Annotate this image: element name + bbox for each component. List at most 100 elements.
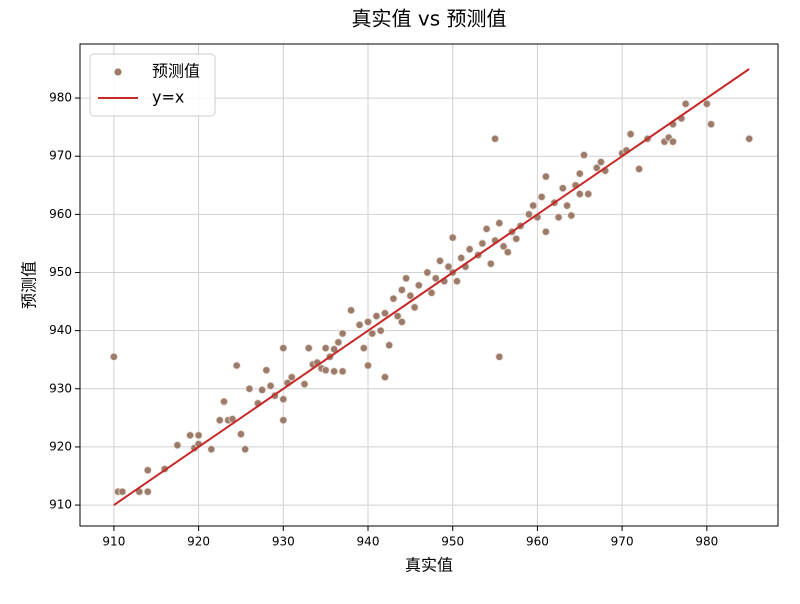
scatter-point	[380, 309, 389, 318]
scatter-point	[452, 277, 461, 286]
scatter-point	[241, 445, 250, 454]
scatter-point	[402, 274, 411, 283]
x-tick-label: 950	[441, 535, 464, 549]
scatter-point	[592, 163, 601, 172]
scatter-point	[393, 312, 402, 321]
scatter-point	[359, 344, 368, 353]
scatter-point	[457, 253, 466, 262]
scatter-point	[558, 184, 567, 193]
scatter-point	[279, 344, 288, 353]
legend-label: 预测值	[152, 62, 200, 81]
scatter-point	[495, 352, 504, 361]
scatter-point	[681, 99, 690, 108]
scatter-point	[406, 291, 415, 300]
scatter-point	[215, 416, 224, 425]
scatter-point	[626, 130, 635, 139]
y-tick-label: 980	[49, 91, 72, 105]
scatter-point	[220, 397, 229, 406]
scatter-point	[482, 224, 491, 233]
scatter-point	[330, 367, 339, 376]
legend-label: y=x	[152, 88, 184, 107]
y-tick-label: 950	[49, 265, 72, 279]
x-tick-label: 910	[102, 535, 125, 549]
scatter-point	[495, 219, 504, 228]
scatter-point	[287, 373, 296, 382]
scatter-point	[300, 380, 309, 389]
scatter-point	[486, 259, 495, 268]
scatter-point	[431, 274, 440, 283]
plot-frame	[79, 43, 779, 527]
x-tick-label: 940	[357, 535, 380, 549]
y-tick-label: 920	[49, 439, 72, 453]
scatter-point	[376, 326, 385, 335]
scatter-point	[232, 361, 241, 370]
scatter-point	[635, 165, 644, 174]
scatter-point	[385, 341, 394, 350]
scatter-point	[668, 137, 677, 146]
legend-marker	[114, 68, 122, 76]
x-tick-label: 930	[272, 535, 295, 549]
scatter-point	[143, 466, 152, 475]
legend-box	[89, 53, 216, 117]
scatter-point	[397, 317, 406, 326]
scatter-point	[258, 385, 267, 394]
scatter-point	[410, 303, 419, 312]
scatter-point	[364, 361, 373, 370]
scatter-point	[266, 381, 275, 390]
scatter-point	[321, 344, 330, 353]
x-axis-label: 真实值	[405, 556, 453, 575]
scatter-point	[491, 134, 500, 143]
scatter-point	[304, 344, 313, 353]
scatter-point	[575, 190, 584, 199]
x-tick-label: 980	[695, 535, 718, 549]
scatter-point	[355, 320, 364, 329]
scatter-point	[512, 234, 521, 243]
scatter-point	[499, 242, 508, 251]
scatter-point	[380, 373, 389, 382]
scatter-point	[436, 256, 445, 265]
scatter-point	[707, 120, 716, 129]
scatter-point	[444, 262, 453, 271]
scatter-point	[334, 338, 343, 347]
scatter-point	[186, 431, 195, 440]
y-tick-label: 910	[49, 498, 72, 512]
x-tick-label: 920	[187, 535, 210, 549]
scatter-point	[338, 329, 347, 338]
scatter-point	[279, 416, 288, 425]
y-tick-label: 940	[49, 323, 72, 337]
y-tick-label: 970	[49, 149, 72, 163]
scatter-point	[584, 190, 593, 199]
line	[113, 68, 750, 506]
scatter-point	[143, 487, 152, 496]
scatter-point	[465, 245, 474, 254]
scatter-point	[702, 99, 711, 108]
scatter-point	[397, 285, 406, 294]
scatter-point	[364, 317, 373, 326]
scatter-point	[389, 294, 398, 303]
y-axis-label: 预测值	[20, 261, 39, 309]
scatter-point	[194, 431, 203, 440]
scatter-point	[207, 445, 216, 454]
scatter-point	[524, 210, 533, 219]
scatter-point	[262, 366, 271, 375]
scatter-point	[478, 239, 487, 248]
scatter-point	[109, 352, 118, 361]
scatter-point	[118, 487, 127, 496]
scatter-point	[338, 367, 347, 376]
scatter-point	[347, 306, 356, 315]
scatter-point	[427, 288, 436, 297]
scatter-point	[279, 395, 288, 404]
chart-title: 真实值 vs 预测值	[352, 7, 507, 31]
scatter-point	[414, 281, 423, 290]
scatter-point	[372, 312, 381, 321]
scatter-point	[567, 211, 576, 220]
scatter-point	[541, 172, 550, 181]
scatter-point	[368, 329, 377, 338]
scatter-point	[503, 248, 512, 257]
scatter-point	[554, 213, 563, 222]
scatter-point	[236, 430, 245, 439]
scatter-point	[321, 366, 330, 375]
scatter-point	[580, 151, 589, 160]
scatter-point	[173, 441, 182, 450]
